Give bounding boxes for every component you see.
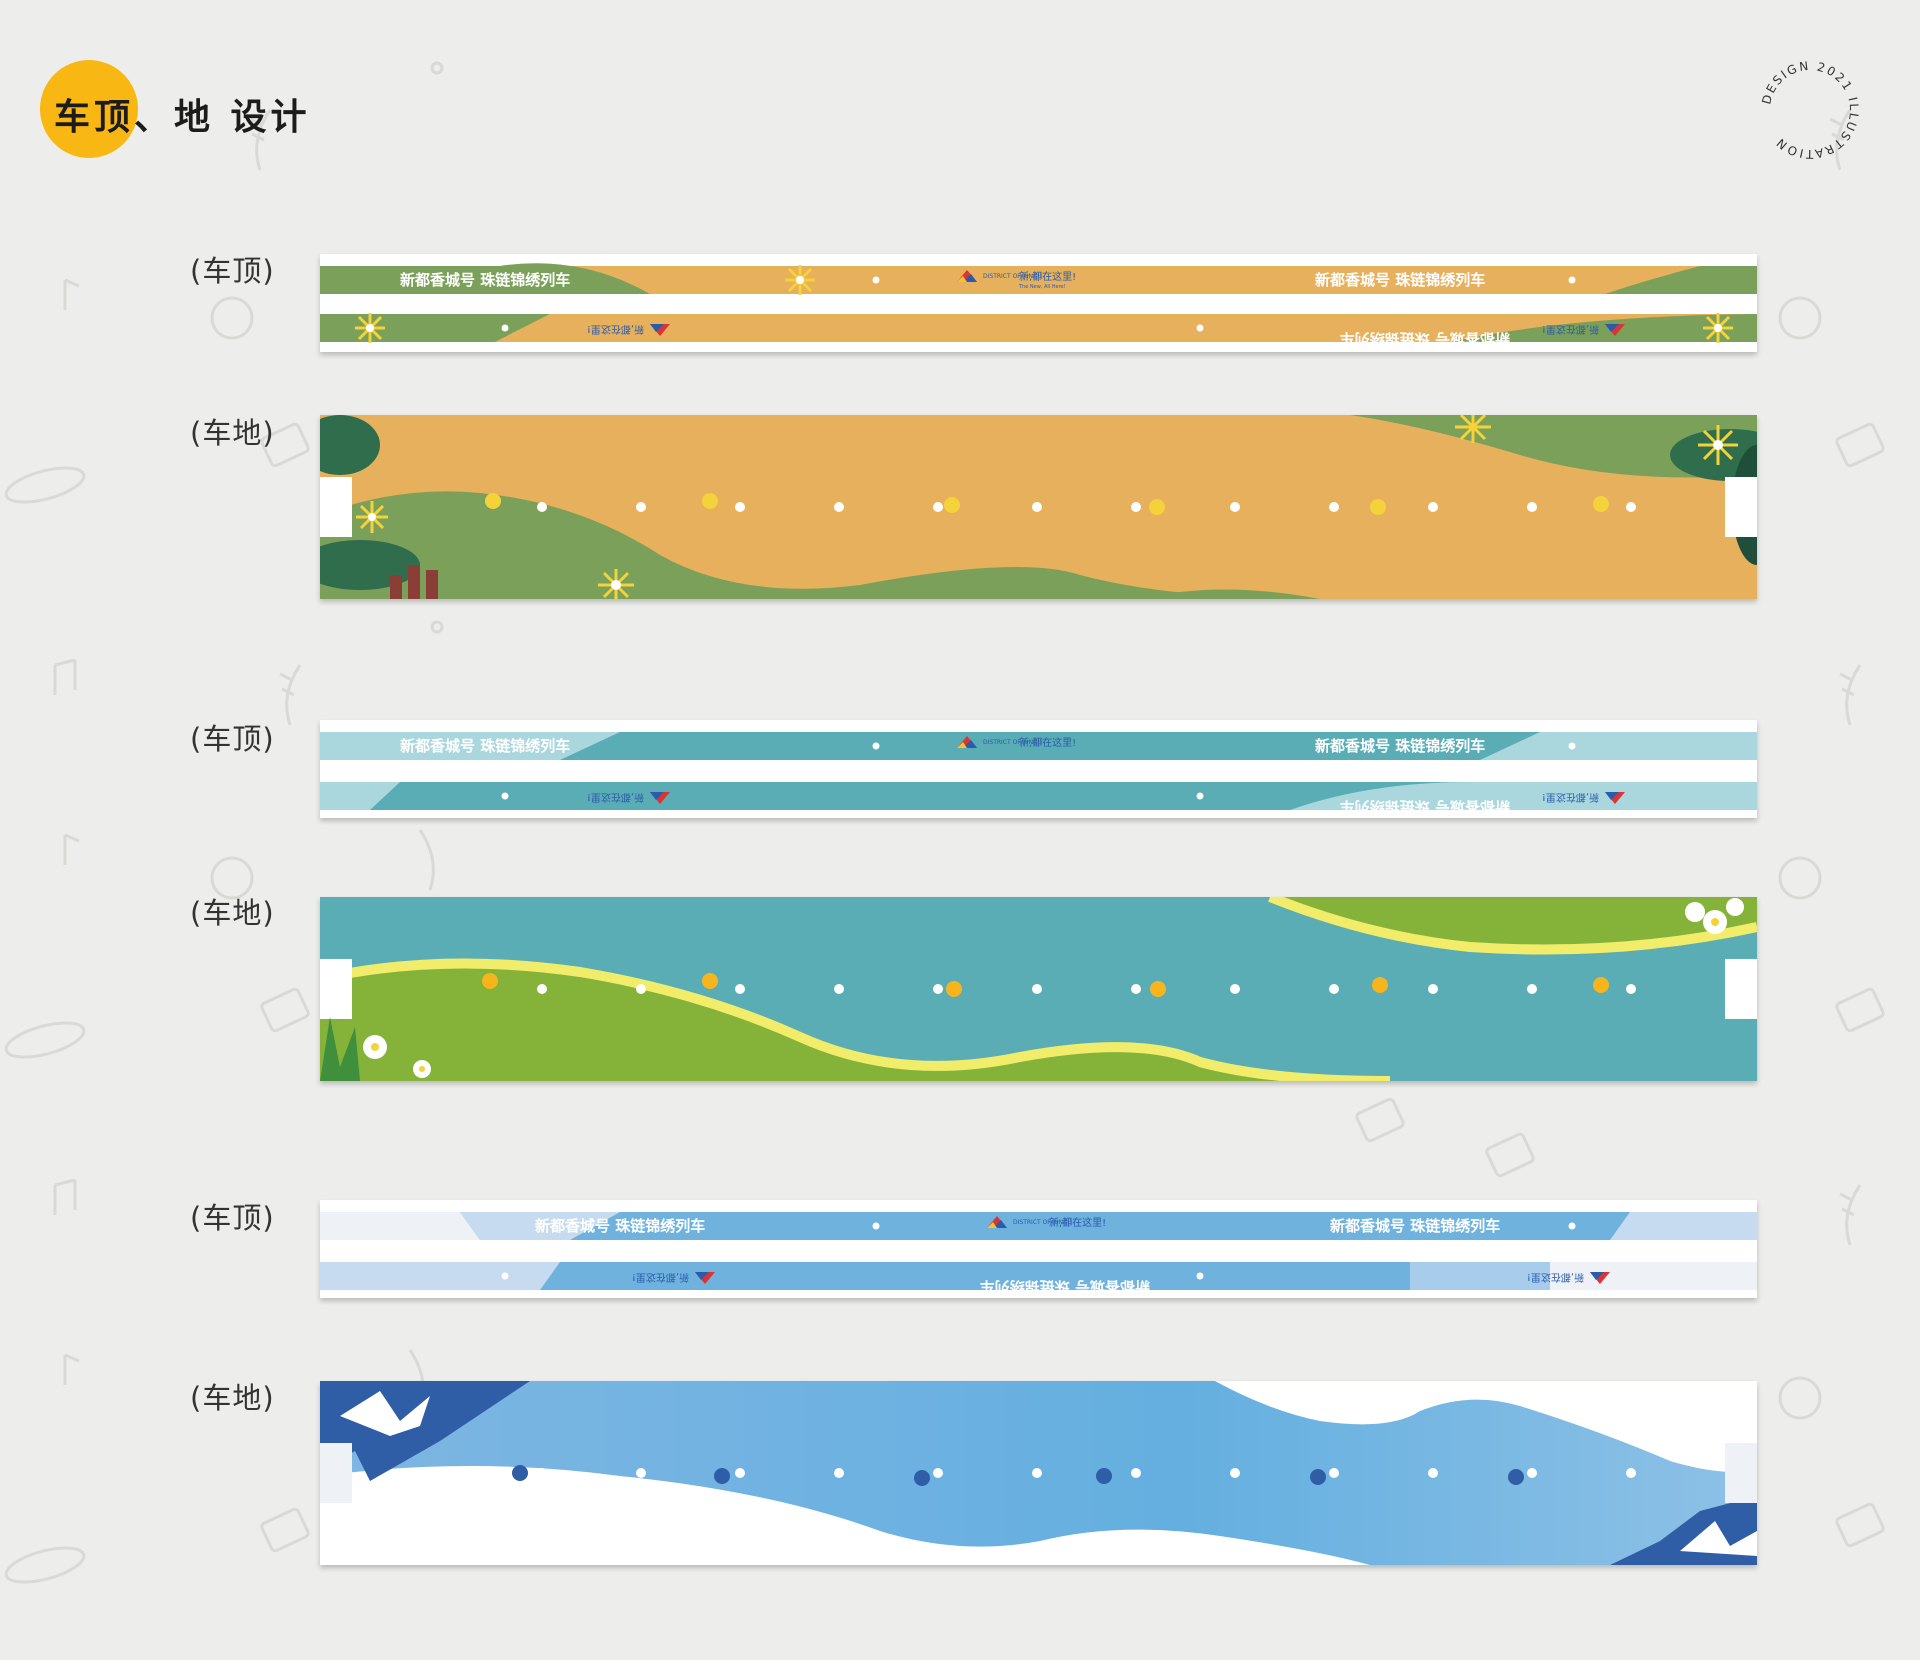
roof-panel-green-orange: 新都香城号 珠链锦绣列车 新都香城号 珠链锦绣列车 新都香城号 珠链锦绣列车 D…	[320, 254, 1757, 352]
music-note-icon	[63, 1353, 80, 1385]
envelope-icon	[260, 422, 310, 468]
brand-logo-inverted: 新,都在这里!	[587, 323, 670, 336]
svg-text:DISTRICT OF XINDU: DISTRICT OF XINDU	[1013, 1219, 1072, 1226]
svg-text:新,都在这里!: 新,都在这里!	[1019, 270, 1076, 283]
brand-logo-inverted: 新,都在这里!	[1542, 791, 1625, 804]
fish-icon	[4, 1021, 86, 1059]
floor-panel-blue	[320, 1381, 1757, 1565]
brand-logo: DISTRICT OF XINDU 新,都在这里! The New, All H…	[957, 270, 1076, 290]
envelope-icon	[1835, 1502, 1885, 1548]
brand-logo-inverted: 新,都在这里!	[1527, 1271, 1610, 1284]
brand-logo-inverted: 新,都在这里!	[587, 791, 670, 804]
design-stamp: DESIGN 2021 ILLUSTRATION	[1759, 59, 1861, 161]
roof-slogan-text: 新都香城号 珠链锦绣列车	[535, 1217, 705, 1235]
roof-panel-blue: 新都香城号 珠链锦绣列车 新都香城号 珠链锦绣列车 新都香城号 珠链锦绣列车 D…	[320, 1200, 1757, 1298]
svg-text:新,都在这里!: 新,都在这里!	[632, 1271, 689, 1284]
brand-logo-inverted: 新,都在这里!	[1542, 323, 1625, 336]
chat-icon	[1778, 856, 1822, 900]
leaf-icon	[1839, 664, 1862, 726]
brand-logo: DISTRICT OF XINDU 新,都在这里!	[987, 1216, 1106, 1229]
chat-icon	[210, 296, 254, 340]
music-note-icon	[53, 1178, 77, 1215]
roof-label: (车顶)	[190, 722, 275, 756]
svg-text:新,都在这里!: 新,都在这里!	[1542, 323, 1599, 336]
svg-text:新,都在这里!: 新,都在这里!	[587, 323, 644, 336]
music-note-icon	[53, 658, 77, 695]
envelope-icon	[260, 1507, 310, 1553]
envelope-icon	[1835, 422, 1885, 468]
fish-icon	[4, 466, 86, 504]
music-note-icon	[63, 278, 80, 310]
svg-text:DISTRICT OF XINDU: DISTRICT OF XINDU	[983, 739, 1042, 746]
chat-icon	[1778, 1376, 1822, 1420]
roof-slogan-text-inverted: 新都香城号 珠链锦绣列车	[1340, 330, 1510, 348]
brand-logo-inverted: 新,都在这里!	[632, 1271, 715, 1284]
brand-logo: DISTRICT OF XINDU 新,都在这里!	[957, 736, 1076, 749]
leaf-icon	[320, 415, 380, 475]
leaf-icon	[1670, 429, 1757, 481]
roof-slogan-text-inverted: 新都香城号 珠链锦绣列车	[980, 1278, 1150, 1296]
floor-panel-green-orange	[320, 415, 1757, 599]
roof-slogan-text: 新都香城号 珠链锦绣列车	[1330, 1217, 1500, 1235]
svg-text:新,都在这里!: 新,都在这里!	[1049, 1216, 1106, 1229]
svg-text:DISTRICT OF XINDU: DISTRICT OF XINDU	[983, 273, 1042, 280]
roof-label: (车顶)	[190, 254, 275, 288]
roof-panel-teal: 新都香城号 珠链锦绣列车 新都香城号 珠链锦绣列车 新都香城号 珠链锦绣列车 D…	[320, 720, 1757, 818]
svg-text:The New, All Here!: The New, All Here!	[1018, 284, 1066, 290]
envelope-icon	[1485, 1132, 1535, 1178]
floor-label: (车地)	[190, 1381, 275, 1415]
envelope-icon	[260, 987, 310, 1033]
roof-slogan-text-inverted: 新都香城号 珠链锦绣列车	[1340, 798, 1510, 816]
roof-slogan-text: 新都香城号 珠链锦绣列车	[400, 737, 570, 755]
chat-icon	[210, 856, 254, 900]
leaf-icon	[249, 109, 272, 171]
header-accent-circle	[40, 60, 138, 158]
floor-label: (车地)	[190, 416, 275, 450]
floor-label: (车地)	[190, 896, 275, 930]
roof-slogan-text: 新都香城号 珠链锦绣列车	[1315, 737, 1485, 755]
leaf-icon	[279, 664, 302, 726]
fish-icon	[4, 1546, 86, 1584]
page-title: 车顶、地 设计	[54, 97, 311, 138]
stamp-text: DESIGN 2021 ILLUSTRATION	[1759, 59, 1861, 161]
svg-text:新,都在这里!: 新,都在这里!	[587, 791, 644, 804]
envelope-icon	[1835, 987, 1885, 1033]
svg-text:新,都在这里!: 新,都在这里!	[1527, 1271, 1584, 1284]
floor-panel-teal	[320, 897, 1757, 1081]
leaf-icon	[1839, 1184, 1862, 1246]
leaf-icon	[320, 1017, 360, 1081]
svg-text:新,都在这里!: 新,都在这里!	[1019, 736, 1076, 749]
envelope-icon	[1355, 1097, 1405, 1143]
leaf-icon	[1829, 109, 1852, 171]
svg-text:新,都在这里!: 新,都在这里!	[1542, 791, 1599, 804]
roof-slogan-text: 新都香城号 珠链锦绣列车	[400, 271, 570, 289]
chat-icon	[1778, 296, 1822, 340]
music-note-icon	[63, 833, 80, 865]
roof-label: (车顶)	[190, 1201, 275, 1235]
feather-icon	[418, 829, 435, 891]
roof-slogan-text: 新都香城号 珠链锦绣列车	[1315, 271, 1485, 289]
